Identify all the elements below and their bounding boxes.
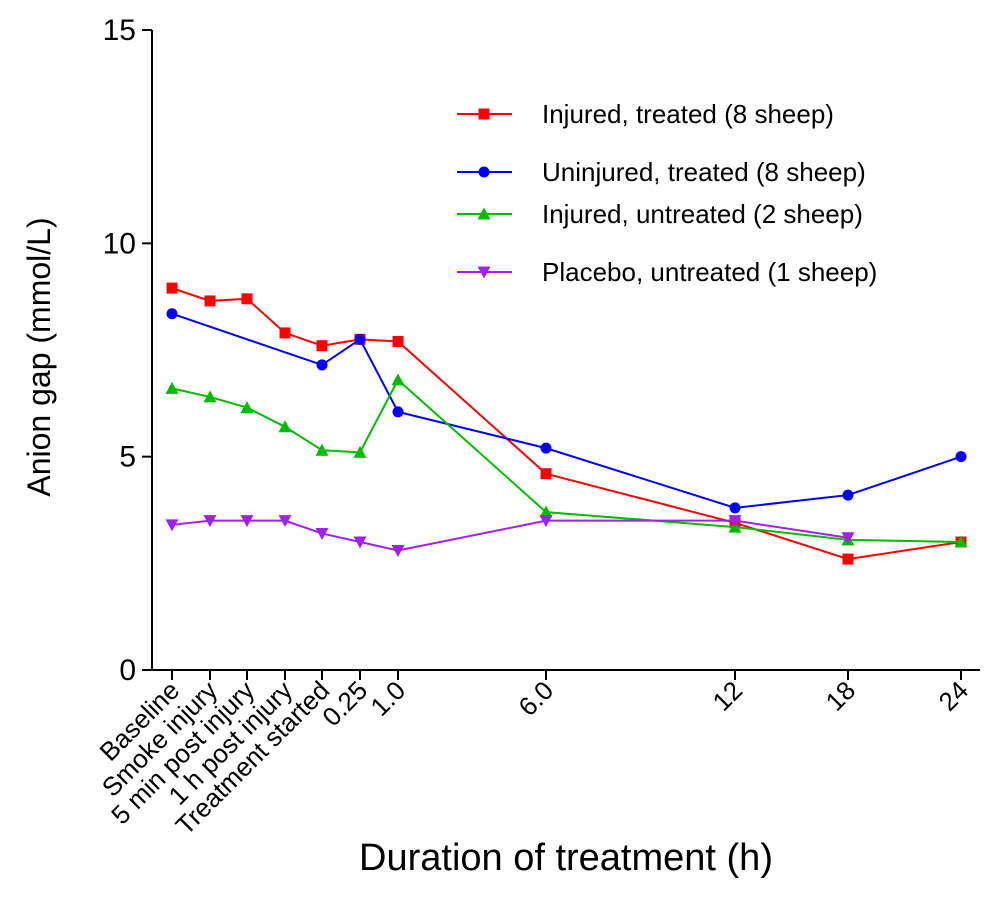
series-4	[165, 515, 855, 558]
data-point	[540, 442, 552, 454]
series-line	[171, 378, 962, 543]
y-axis-label: Anion gap (mmol/L)	[21, 217, 57, 496]
data-point	[165, 381, 179, 394]
data-point	[354, 333, 366, 345]
data-point	[842, 489, 854, 501]
data-point	[316, 359, 328, 371]
data-point	[278, 420, 292, 433]
legend-entry: Injured, untreated (2 sheep)	[457, 199, 863, 229]
data-point	[166, 282, 178, 294]
data-point	[955, 451, 967, 463]
legend-label: Placebo, untreated (1 sheep)	[542, 257, 877, 287]
legend-marker	[478, 108, 490, 120]
legend-label: Uninjured, treated (8 sheep)	[542, 157, 866, 187]
legend-marker	[477, 266, 491, 279]
data-point	[391, 373, 405, 386]
data-point	[241, 293, 253, 305]
data-point	[166, 308, 178, 320]
x-axis-label: Duration of treatment (h)	[359, 837, 773, 879]
data-point	[842, 553, 854, 565]
data-point	[165, 519, 179, 532]
legend-marker	[478, 166, 490, 178]
x-tick-label: 6.0	[512, 675, 559, 722]
data-point	[315, 527, 329, 540]
data-point	[316, 340, 328, 352]
series-line	[171, 312, 962, 509]
legend-label: Injured, untreated (2 sheep)	[542, 199, 863, 229]
data-point	[540, 468, 552, 480]
series-2	[166, 308, 967, 514]
legend-label: Injured, treated (8 sheep)	[542, 99, 834, 129]
data-point	[278, 515, 292, 528]
data-point	[841, 532, 855, 545]
data-point	[204, 295, 216, 307]
data-point	[240, 515, 254, 528]
y-tick-label: 5	[119, 441, 136, 474]
legend-entry: Uninjured, treated (8 sheep)	[457, 157, 866, 187]
series-layer	[165, 282, 968, 565]
legend-entry: Injured, treated (8 sheep)	[457, 99, 834, 129]
data-point	[203, 515, 217, 528]
legend-entry: Placebo, untreated (1 sheep)	[457, 257, 877, 287]
legend-marker	[477, 207, 491, 220]
y-ticks: 0 5 10 15	[103, 14, 152, 687]
data-point	[954, 535, 968, 548]
data-point	[279, 327, 291, 339]
y-tick-label: 15	[103, 14, 136, 47]
data-point	[729, 502, 741, 514]
data-point	[353, 536, 367, 549]
y-tick-label: 0	[119, 654, 136, 687]
axes	[151, 30, 980, 671]
data-point	[392, 335, 404, 347]
data-point	[353, 445, 367, 458]
y-tick-label: 10	[103, 227, 136, 260]
data-point	[240, 401, 254, 414]
data-point	[315, 443, 329, 456]
data-point	[392, 406, 404, 418]
data-point	[539, 505, 553, 518]
series-line	[171, 519, 849, 552]
x-tick-label: 12	[707, 675, 749, 717]
data-point	[728, 515, 742, 528]
x-tick-label: 0.25	[316, 675, 373, 732]
legend: Injured, treated (8 sheep) Uninjured, tre…	[457, 99, 877, 287]
x-tick-label: 18	[820, 675, 862, 717]
data-point	[203, 390, 217, 403]
x-tick-label: 1.0	[364, 675, 411, 722]
x-tick-label: 24	[933, 675, 975, 717]
data-point	[539, 515, 553, 528]
data-point	[391, 545, 405, 558]
